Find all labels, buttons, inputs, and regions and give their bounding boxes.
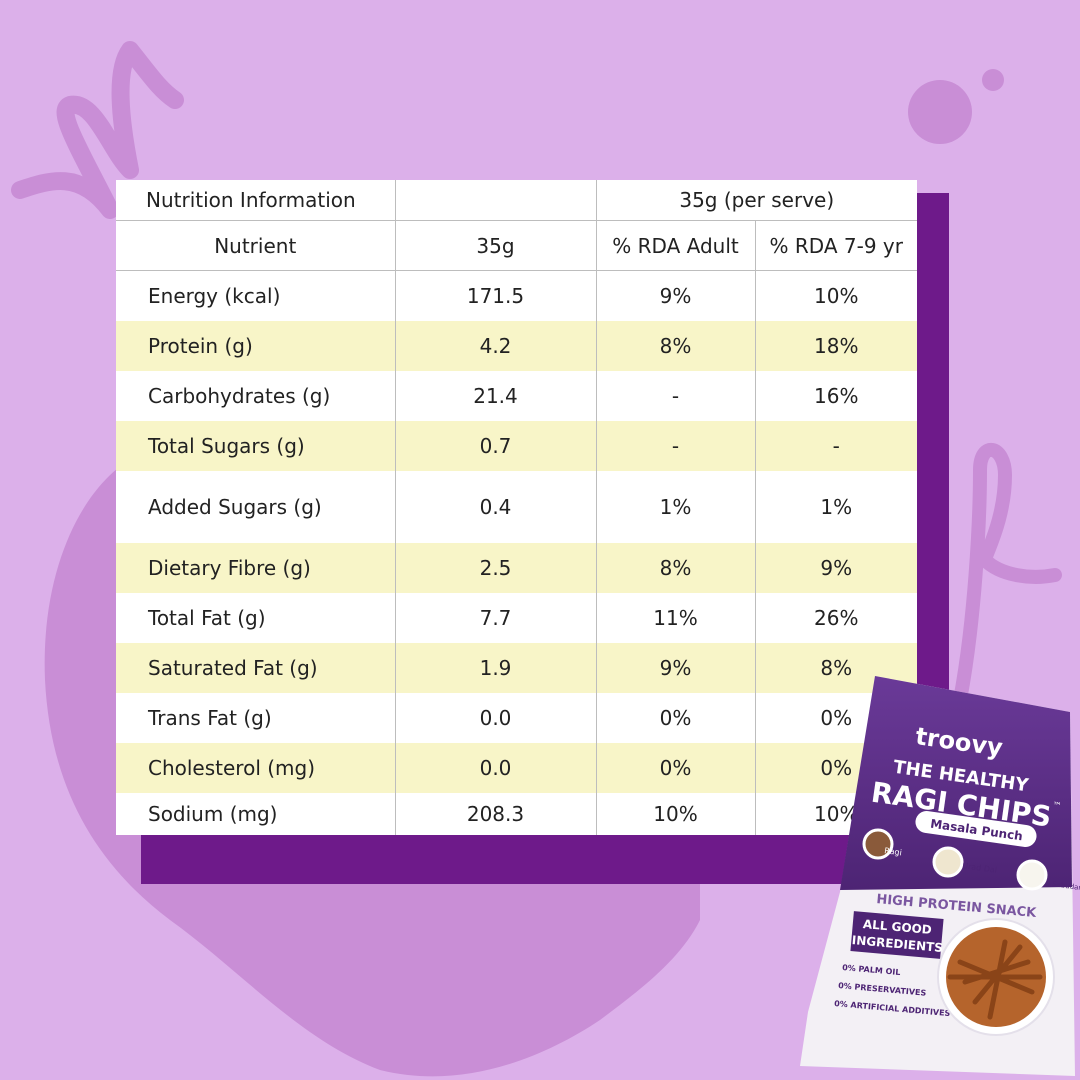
nutrient-amount: 0.7 <box>395 421 597 471</box>
nutrient-name: Dietary Fibre (g) <box>116 543 396 593</box>
nutrient-amount: 1.9 <box>395 643 597 693</box>
rda-adult-value: 8% <box>596 321 756 371</box>
rda-adult-value: 11% <box>596 593 756 643</box>
product-pack: troovy THE HEALTHY RAGI CHIPS ™ Masala P… <box>800 676 1080 1076</box>
table-row: Total Fat (g) 7.7 11% 26% <box>116 593 917 643</box>
column-header-rda-adult: % RDA Adult <box>596 220 756 271</box>
rda-child-value: 10% <box>814 802 859 826</box>
pack-badge-line1: ALL GOOD <box>862 917 932 937</box>
table-title-row: Nutrition Information 35g (per serve) <box>116 180 917 221</box>
circle-large <box>908 80 972 144</box>
nutrient-amount: 21.4 <box>395 371 597 421</box>
nutrient-name: Carbohydrates (g) <box>116 371 396 421</box>
column-header-amount: 35g <box>395 220 597 271</box>
rda-adult-value: 8% <box>596 543 756 593</box>
loop-right <box>953 443 1062 707</box>
table-row: Saturated Fat (g) 1.9 9% 8% <box>116 643 917 693</box>
nutrient-amount: 208.3 <box>395 793 597 835</box>
badge-box <box>850 911 944 959</box>
nutrition-table: Nutrition Information 35g (per serve) Nu… <box>116 180 917 835</box>
rda-child-value: 26% <box>814 606 859 630</box>
nutrient-amount: 0.0 <box>395 693 597 743</box>
table-row: Sodium (mg) 208.3 10% 10% <box>116 793 917 835</box>
rda-adult-value: 9% <box>596 270 756 321</box>
nutrient-name: Protein (g) <box>116 321 396 371</box>
flavor-tag <box>915 811 1037 847</box>
ingredient-sabudana-image <box>1016 859 1048 891</box>
column-header-rda-child: % RDA 7-9 yr <box>755 220 917 271</box>
nutrient-name: Saturated Fat (g) <box>116 643 396 693</box>
nutrient-name: Cholesterol (mg) <box>116 743 396 793</box>
rda-child-value: 10% <box>814 284 859 308</box>
table-row: Energy (kcal) 171.5 9% 10% <box>116 270 917 321</box>
nutrient-name: Sodium (mg) <box>116 793 396 835</box>
circle-small <box>982 69 1004 91</box>
pack-tm: ™ <box>1052 801 1062 812</box>
nutrient-amount: 7.7 <box>395 593 597 643</box>
table-row: Total Sugars (g) 0.7- - <box>116 421 917 471</box>
nutrient-name: Energy (kcal) <box>116 270 396 321</box>
nutrient-name: Total Fat (g) <box>116 593 396 643</box>
squiggle-left <box>11 41 184 219</box>
nutrient-name: Added Sugars (g) <box>116 471 396 543</box>
table-row: Cholesterol (mg) 0.0 0% 0% <box>116 743 917 793</box>
empty-header-cell <box>395 180 597 221</box>
rda-child-value: - <box>755 421 917 471</box>
rda-child-value: 18% <box>755 321 917 371</box>
serve-header: 35g (per serve) <box>596 180 917 221</box>
rda-adult-value: 0% <box>596 693 756 743</box>
chips-texture <box>947 939 1043 1020</box>
column-header-row: Nutrient 35g % RDA Adult % RDA 7-9 yr <box>116 220 917 271</box>
column-header-nutrient: Nutrient <box>116 220 396 271</box>
ingredient-ragi-image <box>862 828 894 860</box>
table-row: Trans Fat (g) 0.0 0% 0% <box>116 693 917 743</box>
table-row: Carbohydrates (g) 21.4- 16% <box>116 371 917 421</box>
table-row: Protein (g) 4.2 8% 18% <box>116 321 917 371</box>
rda-child-value: 9% <box>755 543 917 593</box>
ingredient-uraddal-image <box>932 846 964 878</box>
rda-child-value: 1% <box>820 495 853 519</box>
rda-child-value: 16% <box>814 384 859 408</box>
rda-adult-value: - <box>596 421 756 471</box>
rda-adult-value: 9% <box>596 643 756 693</box>
rda-adult-value: 0% <box>596 743 756 793</box>
nutrient-name: Trans Fat (g) <box>116 693 396 743</box>
nutrient-amount: 171.5 <box>395 270 597 321</box>
table-title: Nutrition Information <box>116 180 396 221</box>
rda-adult-value: 10% <box>596 793 756 835</box>
rda-adult-value: - <box>596 371 756 421</box>
nutrient-amount: 0.0 <box>395 743 597 793</box>
table-row: Added Sugars (g) 0.4 1% 1% <box>116 471 917 543</box>
nutrient-name: Total Sugars (g) <box>116 421 396 471</box>
rda-child-value: 0% <box>820 706 853 730</box>
rda-adult-value: 1% <box>596 471 756 543</box>
ingredient-ragi-label: Ragi <box>884 846 903 857</box>
table-row: Dietary Fibre (g) 2.5 8% 9% <box>116 543 917 593</box>
nutrient-amount: 2.5 <box>395 543 597 593</box>
nutrient-amount: 0.4 <box>395 471 597 543</box>
nutrient-amount: 4.2 <box>395 321 597 371</box>
